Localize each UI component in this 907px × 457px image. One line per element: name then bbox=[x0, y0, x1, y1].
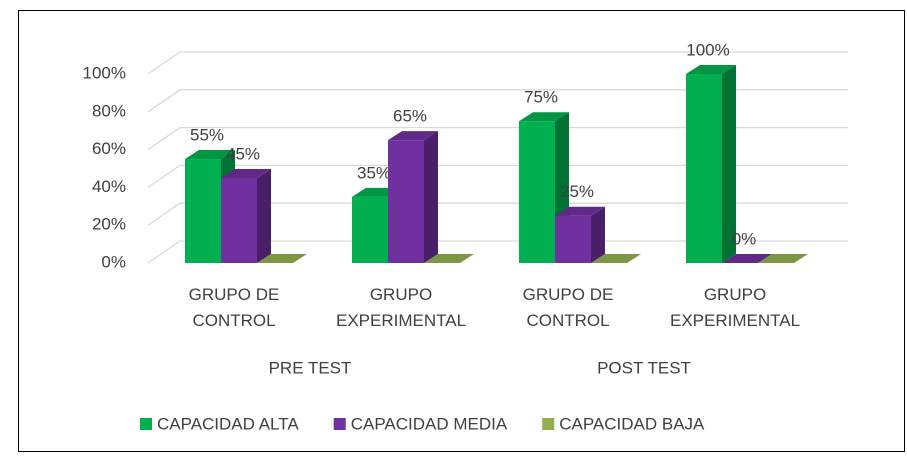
bar bbox=[519, 112, 569, 263]
grid-line bbox=[147, 126, 848, 151]
legend-label: CAPACIDAD ALTA bbox=[157, 414, 299, 433]
bar-front bbox=[388, 140, 424, 263]
y-tick-label: 0% bbox=[101, 252, 126, 271]
bar-top bbox=[185, 150, 235, 160]
bar-front bbox=[185, 159, 221, 263]
x-group-label: POST TEST bbox=[597, 358, 691, 377]
data-label: 65% bbox=[393, 107, 427, 126]
legend-swatch bbox=[542, 418, 555, 430]
bar bbox=[424, 254, 474, 263]
bar bbox=[388, 131, 438, 263]
bar-front bbox=[519, 121, 555, 263]
y-tick-label: 40% bbox=[92, 177, 126, 196]
x-tick-label: GRUPO DE CONTROL bbox=[522, 285, 614, 330]
x-tick-label: GRUPO EXPERIMENTAL bbox=[336, 285, 467, 330]
data-label: 55% bbox=[190, 126, 224, 145]
bar-side bbox=[257, 168, 271, 263]
bar-top bbox=[424, 254, 474, 263]
bar bbox=[758, 254, 808, 263]
y-tick-label: 20% bbox=[92, 215, 126, 234]
legend-label: CAPACIDAD MEDIA bbox=[351, 414, 508, 433]
legend-swatch bbox=[140, 418, 152, 430]
y-tick-label: 60% bbox=[92, 139, 126, 158]
y-tick-label: 80% bbox=[92, 101, 126, 120]
x-group-label: PRE TEST bbox=[269, 358, 352, 377]
bar-top bbox=[758, 254, 808, 263]
x-tick-label: GRUPO DE CONTROL bbox=[188, 285, 280, 330]
data-label: 100% bbox=[686, 40, 729, 59]
bar-front bbox=[352, 196, 388, 263]
bar-side bbox=[424, 131, 438, 263]
legend-swatch bbox=[333, 418, 346, 430]
bar-top bbox=[519, 112, 569, 122]
data-label: 35% bbox=[357, 163, 391, 182]
bar-front bbox=[686, 74, 722, 263]
data-label: 25% bbox=[560, 182, 594, 201]
bar-top bbox=[591, 254, 641, 263]
chart-border bbox=[18, 10, 905, 452]
grid-line bbox=[147, 51, 848, 75]
y-tick-label: 100% bbox=[83, 63, 126, 82]
bar bbox=[257, 254, 307, 263]
bar-top bbox=[388, 131, 438, 141]
bar-top bbox=[722, 254, 772, 263]
data-label: 45% bbox=[226, 144, 260, 163]
bar bbox=[591, 254, 641, 263]
bar-top bbox=[257, 254, 307, 263]
data-label: 75% bbox=[524, 88, 558, 107]
grid-line bbox=[147, 89, 848, 113]
bar-top bbox=[686, 65, 736, 74]
bar-side bbox=[722, 65, 736, 263]
bar-side bbox=[591, 206, 605, 263]
bar-front bbox=[555, 215, 591, 263]
bar-top bbox=[555, 206, 605, 216]
bar bbox=[555, 206, 605, 263]
bar-front bbox=[221, 177, 257, 263]
bar bbox=[686, 65, 736, 263]
bar-top bbox=[221, 168, 271, 178]
grid-line bbox=[147, 240, 848, 264]
legend-label: CAPACIDAD BAJA bbox=[559, 414, 705, 433]
grid-line bbox=[147, 202, 848, 226]
bar bbox=[221, 168, 271, 263]
data-label: 0% bbox=[732, 229, 757, 248]
bar bbox=[722, 254, 772, 263]
x-tick-label: GRUPO EXPERIMENTAL bbox=[670, 285, 801, 330]
grid-line bbox=[147, 164, 848, 188]
